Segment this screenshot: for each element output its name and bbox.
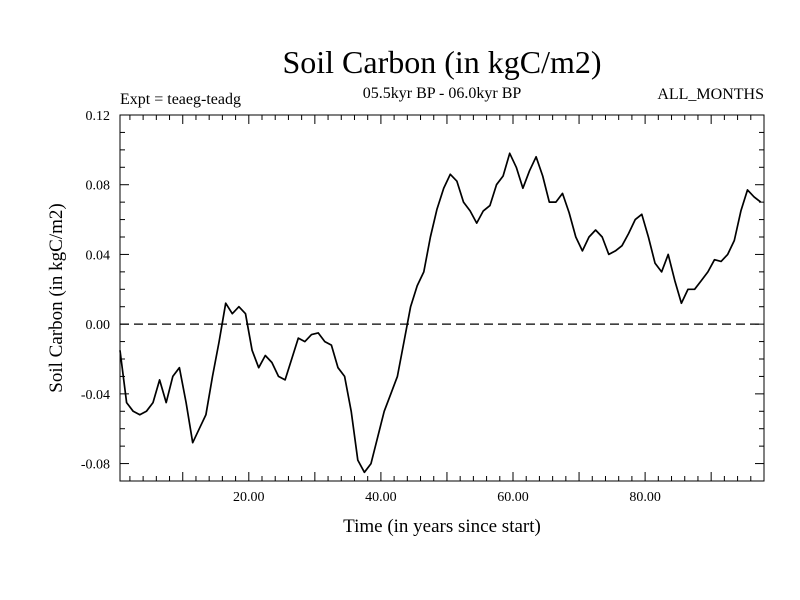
x-tick-label: 60.00 (497, 490, 529, 505)
expt-annotation: Expt = teaeg-teadg (120, 91, 241, 108)
x-tick-label: 20.00 (233, 490, 265, 505)
chart-subtitle: 05.5kyr BP - 06.0kyr BP (363, 85, 522, 102)
series-group (119, 152, 762, 474)
plot-frame (119, 114, 765, 482)
y-axis-label: Soil Carbon (in kgC/m2) (46, 203, 67, 392)
y-tick-label: 0.12 (86, 109, 111, 124)
series-line-0 (119, 152, 762, 474)
y-tick-label: 0.04 (86, 248, 111, 263)
x-tick-label: 40.00 (365, 490, 397, 505)
months-annotation: ALL_MONTHS (657, 86, 764, 103)
x-axis-label: Time (in years since start) (343, 516, 541, 537)
chart-title: Soil Carbon (in kgC/m2) (282, 44, 601, 80)
y-tick-label: 0.08 (86, 179, 111, 194)
ticks-group (120, 114, 765, 481)
y-tick-label: -0.04 (81, 388, 110, 403)
y-tick-label: 0.00 (86, 318, 111, 333)
y-tick-labels: 0.12 0.08 0.04 0.00 -0.04 -0.08 (81, 109, 110, 473)
x-tick-labels: 20.00 40.00 60.00 80.00 (233, 490, 661, 505)
x-tick-label: 80.00 (629, 490, 661, 505)
y-tick-label: -0.08 (81, 458, 110, 473)
